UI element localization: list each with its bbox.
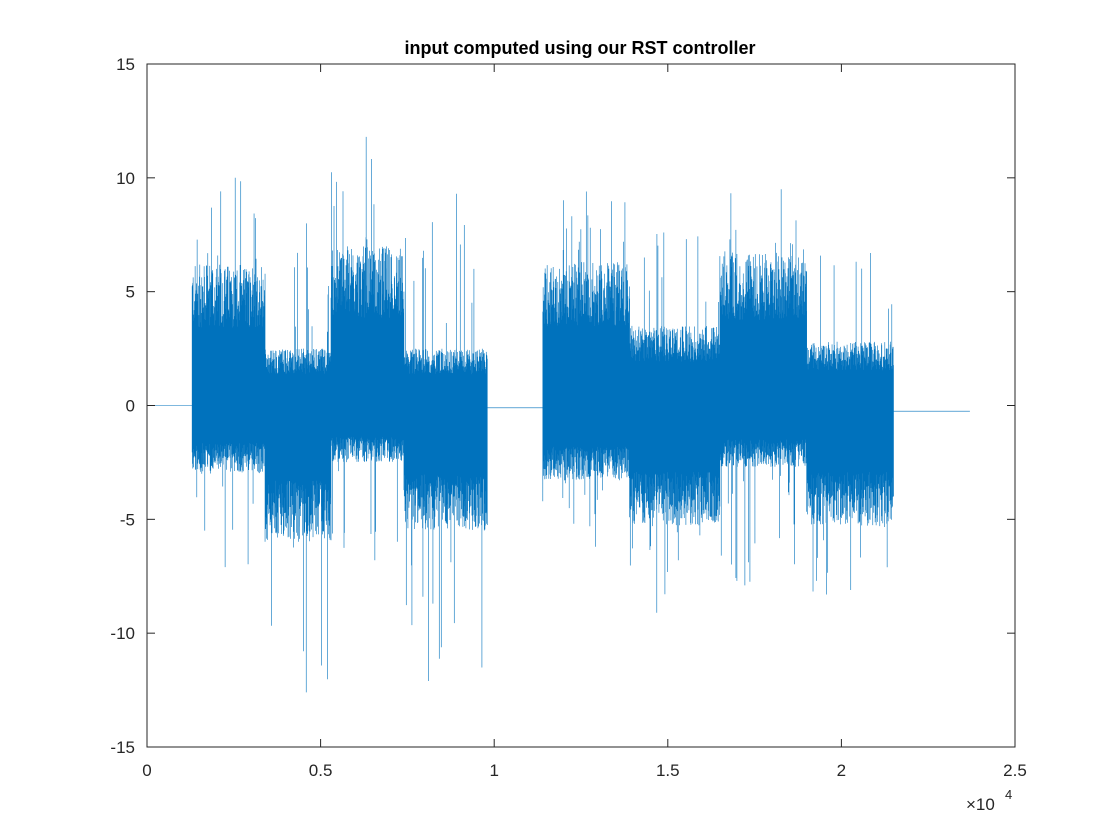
- y-tick-label: 0: [126, 397, 135, 416]
- y-tick-label: -5: [120, 510, 135, 529]
- series-line-0: [147, 136, 970, 693]
- x-tick-label: 0.5: [309, 761, 333, 780]
- chart-title: input computed using our RST controller: [405, 38, 756, 58]
- y-tick-label: 5: [126, 283, 135, 302]
- x-exponent-base: ×10: [966, 795, 995, 814]
- ticks-layer: 0 0.5 1 1.5 2 2.5 -15 -10 -5 0 5 10 15: [110, 55, 1026, 780]
- y-tick-label: 10: [116, 169, 135, 188]
- x-tick-label: 1.5: [656, 761, 680, 780]
- x-tick-label: 1: [489, 761, 498, 780]
- y-tick-label: 15: [116, 55, 135, 74]
- series-layer: [147, 136, 970, 693]
- x-tick-label: 2.5: [1003, 761, 1027, 780]
- y-tick-label: -15: [110, 738, 135, 757]
- x-axis-exponent: ×10 4: [966, 787, 1012, 814]
- y-tick-label: -10: [110, 624, 135, 643]
- x-tick-label: 0: [142, 761, 151, 780]
- x-exponent-power: 4: [1005, 787, 1012, 802]
- x-tick-label: 2: [837, 761, 846, 780]
